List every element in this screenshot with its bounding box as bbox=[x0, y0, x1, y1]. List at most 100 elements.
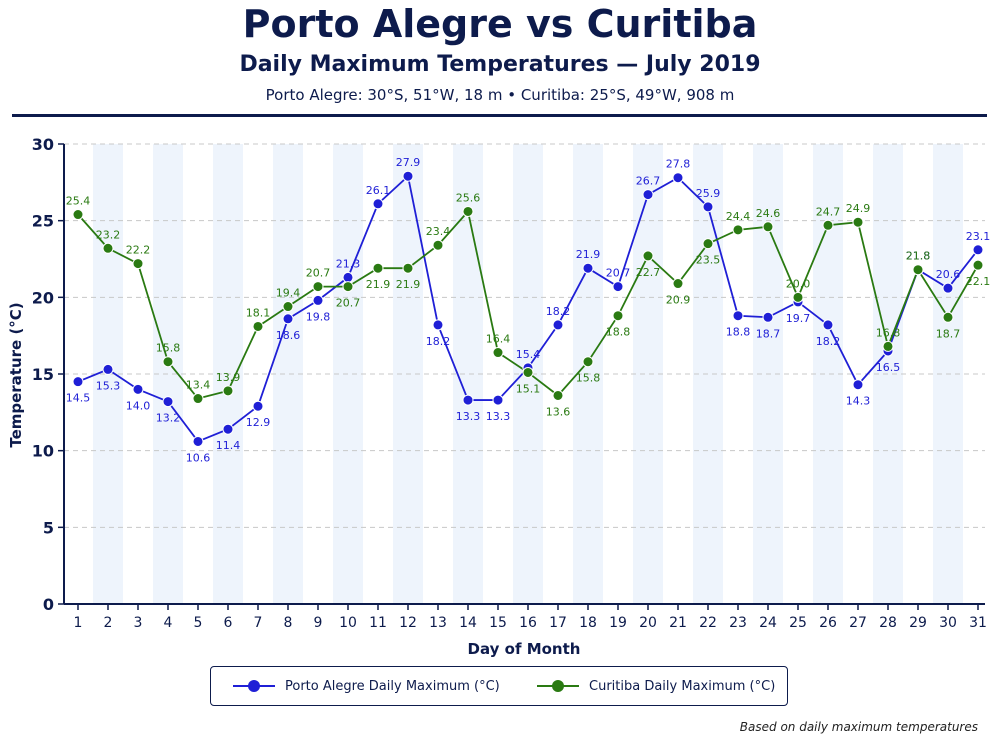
porto-alegre-data-label: 13.3 bbox=[456, 410, 481, 423]
x-tick-label: 12 bbox=[399, 615, 417, 631]
porto-alegre-point bbox=[372, 198, 384, 210]
x-tick-label: 25 bbox=[789, 615, 807, 631]
x-tick-label: 26 bbox=[819, 615, 837, 631]
curitiba-data-label: 13.4 bbox=[186, 379, 211, 392]
curitiba-point bbox=[672, 278, 684, 290]
x-tick-label: 24 bbox=[759, 615, 777, 631]
porto-alegre-data-label: 21.9 bbox=[576, 248, 601, 261]
curitiba-data-label: 20.7 bbox=[336, 297, 361, 310]
y-tick-labels: 0 5 10 15 20 25 30 bbox=[32, 135, 54, 614]
porto-alegre-data-label: 19.7 bbox=[786, 312, 811, 325]
curitiba-point bbox=[402, 262, 414, 274]
x-tick-label: 5 bbox=[194, 615, 203, 631]
curitiba-point bbox=[852, 216, 864, 228]
data-labels: 14.5 15.3 14.0 13.2 10.6 11.4 12.9 18.6 19.8 21.3… bbox=[66, 156, 991, 464]
curitiba-data-label: 21.8 bbox=[906, 250, 931, 263]
x-tick-label: 20 bbox=[639, 615, 657, 631]
porto-alegre-point bbox=[402, 170, 414, 182]
porto-alegre-point bbox=[942, 282, 954, 294]
x-tick-label: 18 bbox=[579, 615, 597, 631]
footnote: Based on daily maximum temperatures bbox=[739, 720, 978, 734]
porto-alegre-point bbox=[972, 244, 984, 256]
curitiba-point bbox=[942, 311, 954, 323]
curitiba-point bbox=[552, 389, 564, 401]
station-info: Porto Alegre: 30°S, 51°W, 18 m • Curitib… bbox=[265, 86, 735, 104]
curitiba-data-label: 13.6 bbox=[546, 405, 571, 418]
x-tick-label: 15 bbox=[489, 615, 507, 631]
x-tick-label: 29 bbox=[909, 615, 927, 631]
curitiba-point bbox=[882, 340, 894, 352]
y-tick-label: 30 bbox=[32, 135, 54, 154]
curitiba-data-label: 13.9 bbox=[216, 371, 241, 384]
porto-alegre-data-label: 26.7 bbox=[636, 175, 661, 188]
curitiba-data-label: 24.9 bbox=[846, 202, 871, 215]
porto-alegre-point bbox=[462, 394, 474, 406]
y-tick-label: 15 bbox=[32, 365, 54, 384]
curitiba-point bbox=[522, 366, 534, 378]
curitiba-data-label: 24.6 bbox=[756, 207, 781, 220]
y-axis-label: Temperature (°C) bbox=[7, 302, 25, 447]
porto-alegre-data-label: 16.5 bbox=[876, 361, 901, 374]
curitiba-data-label: 22.7 bbox=[636, 266, 661, 279]
curitiba-point bbox=[822, 219, 834, 231]
porto-alegre-data-label: 27.8 bbox=[666, 158, 691, 171]
curitiba-data-label: 20.7 bbox=[306, 267, 331, 280]
x-tick-label: 22 bbox=[699, 615, 717, 631]
curitiba-data-label: 23.2 bbox=[96, 228, 121, 241]
curitiba-data-label: 20.9 bbox=[666, 294, 691, 307]
curitiba-point bbox=[642, 250, 654, 262]
curitiba-point bbox=[462, 205, 474, 217]
curitiba-data-label: 15.8 bbox=[156, 342, 181, 355]
curitiba-point bbox=[912, 264, 924, 276]
curitiba-point bbox=[222, 385, 234, 397]
curitiba-point bbox=[312, 281, 324, 293]
x-tick-label: 28 bbox=[879, 615, 897, 631]
curitiba-point bbox=[72, 209, 84, 221]
x-tick-label: 17 bbox=[549, 615, 567, 631]
x-tick-label: 1 bbox=[74, 615, 83, 631]
porto-alegre-point bbox=[252, 400, 264, 412]
porto-alegre-point bbox=[552, 319, 564, 331]
curitiba-data-label: 23.5 bbox=[696, 254, 721, 267]
x-tick-label: 16 bbox=[519, 615, 537, 631]
curitiba-point bbox=[792, 291, 804, 303]
chart-subtitle: Daily Maximum Temperatures — July 2019 bbox=[239, 52, 761, 77]
curitiba-data-label: 23.4 bbox=[426, 225, 451, 238]
legend-label-curitiba: Curitiba Daily Maximum (°C) bbox=[589, 678, 776, 694]
curitiba-point bbox=[342, 281, 354, 293]
x-tick-label: 8 bbox=[284, 615, 293, 631]
porto-alegre-point bbox=[192, 435, 204, 447]
curitiba-data-label: 25.6 bbox=[456, 191, 481, 204]
axes bbox=[58, 143, 985, 610]
porto-alegre-data-label: 20.6 bbox=[936, 268, 961, 281]
x-tick-label: 19 bbox=[609, 615, 627, 631]
curitiba-data-label: 18.7 bbox=[936, 327, 961, 340]
porto-alegre-data-label: 18.8 bbox=[726, 326, 751, 339]
porto-alegre-data-label: 11.4 bbox=[216, 439, 241, 452]
curitiba-data-label: 24.4 bbox=[726, 210, 751, 223]
porto-alegre-point bbox=[822, 319, 834, 331]
x-tick-label: 14 bbox=[459, 615, 477, 631]
x-tick-label: 21 bbox=[669, 615, 687, 631]
porto-alegre-data-label: 23.1 bbox=[966, 230, 991, 243]
porto-alegre-data-label: 18.6 bbox=[276, 329, 301, 342]
y-tick-label: 25 bbox=[32, 212, 54, 231]
porto-alegre-point bbox=[732, 310, 744, 322]
curitiba-point bbox=[582, 356, 594, 368]
x-tick-label: 13 bbox=[429, 615, 447, 631]
x-tick-label: 9 bbox=[314, 615, 323, 631]
y-tick-label: 5 bbox=[43, 518, 54, 537]
porto-alegre-data-label: 18.7 bbox=[756, 327, 781, 340]
porto-alegre-point bbox=[312, 294, 324, 306]
curitiba-data-label: 21.9 bbox=[366, 278, 391, 291]
x-tick-label: 6 bbox=[224, 615, 233, 631]
curitiba-data-label: 15.8 bbox=[576, 372, 601, 385]
y-tick-label: 20 bbox=[32, 288, 54, 307]
porto-alegre-swatch-icon bbox=[233, 679, 275, 693]
porto-alegre-data-label: 10.6 bbox=[186, 451, 211, 464]
curitiba-data-label: 16.8 bbox=[876, 326, 901, 339]
porto-alegre-point bbox=[132, 383, 144, 395]
curitiba-data-label: 18.1 bbox=[246, 306, 271, 319]
curitiba-data-label: 15.1 bbox=[516, 382, 541, 395]
